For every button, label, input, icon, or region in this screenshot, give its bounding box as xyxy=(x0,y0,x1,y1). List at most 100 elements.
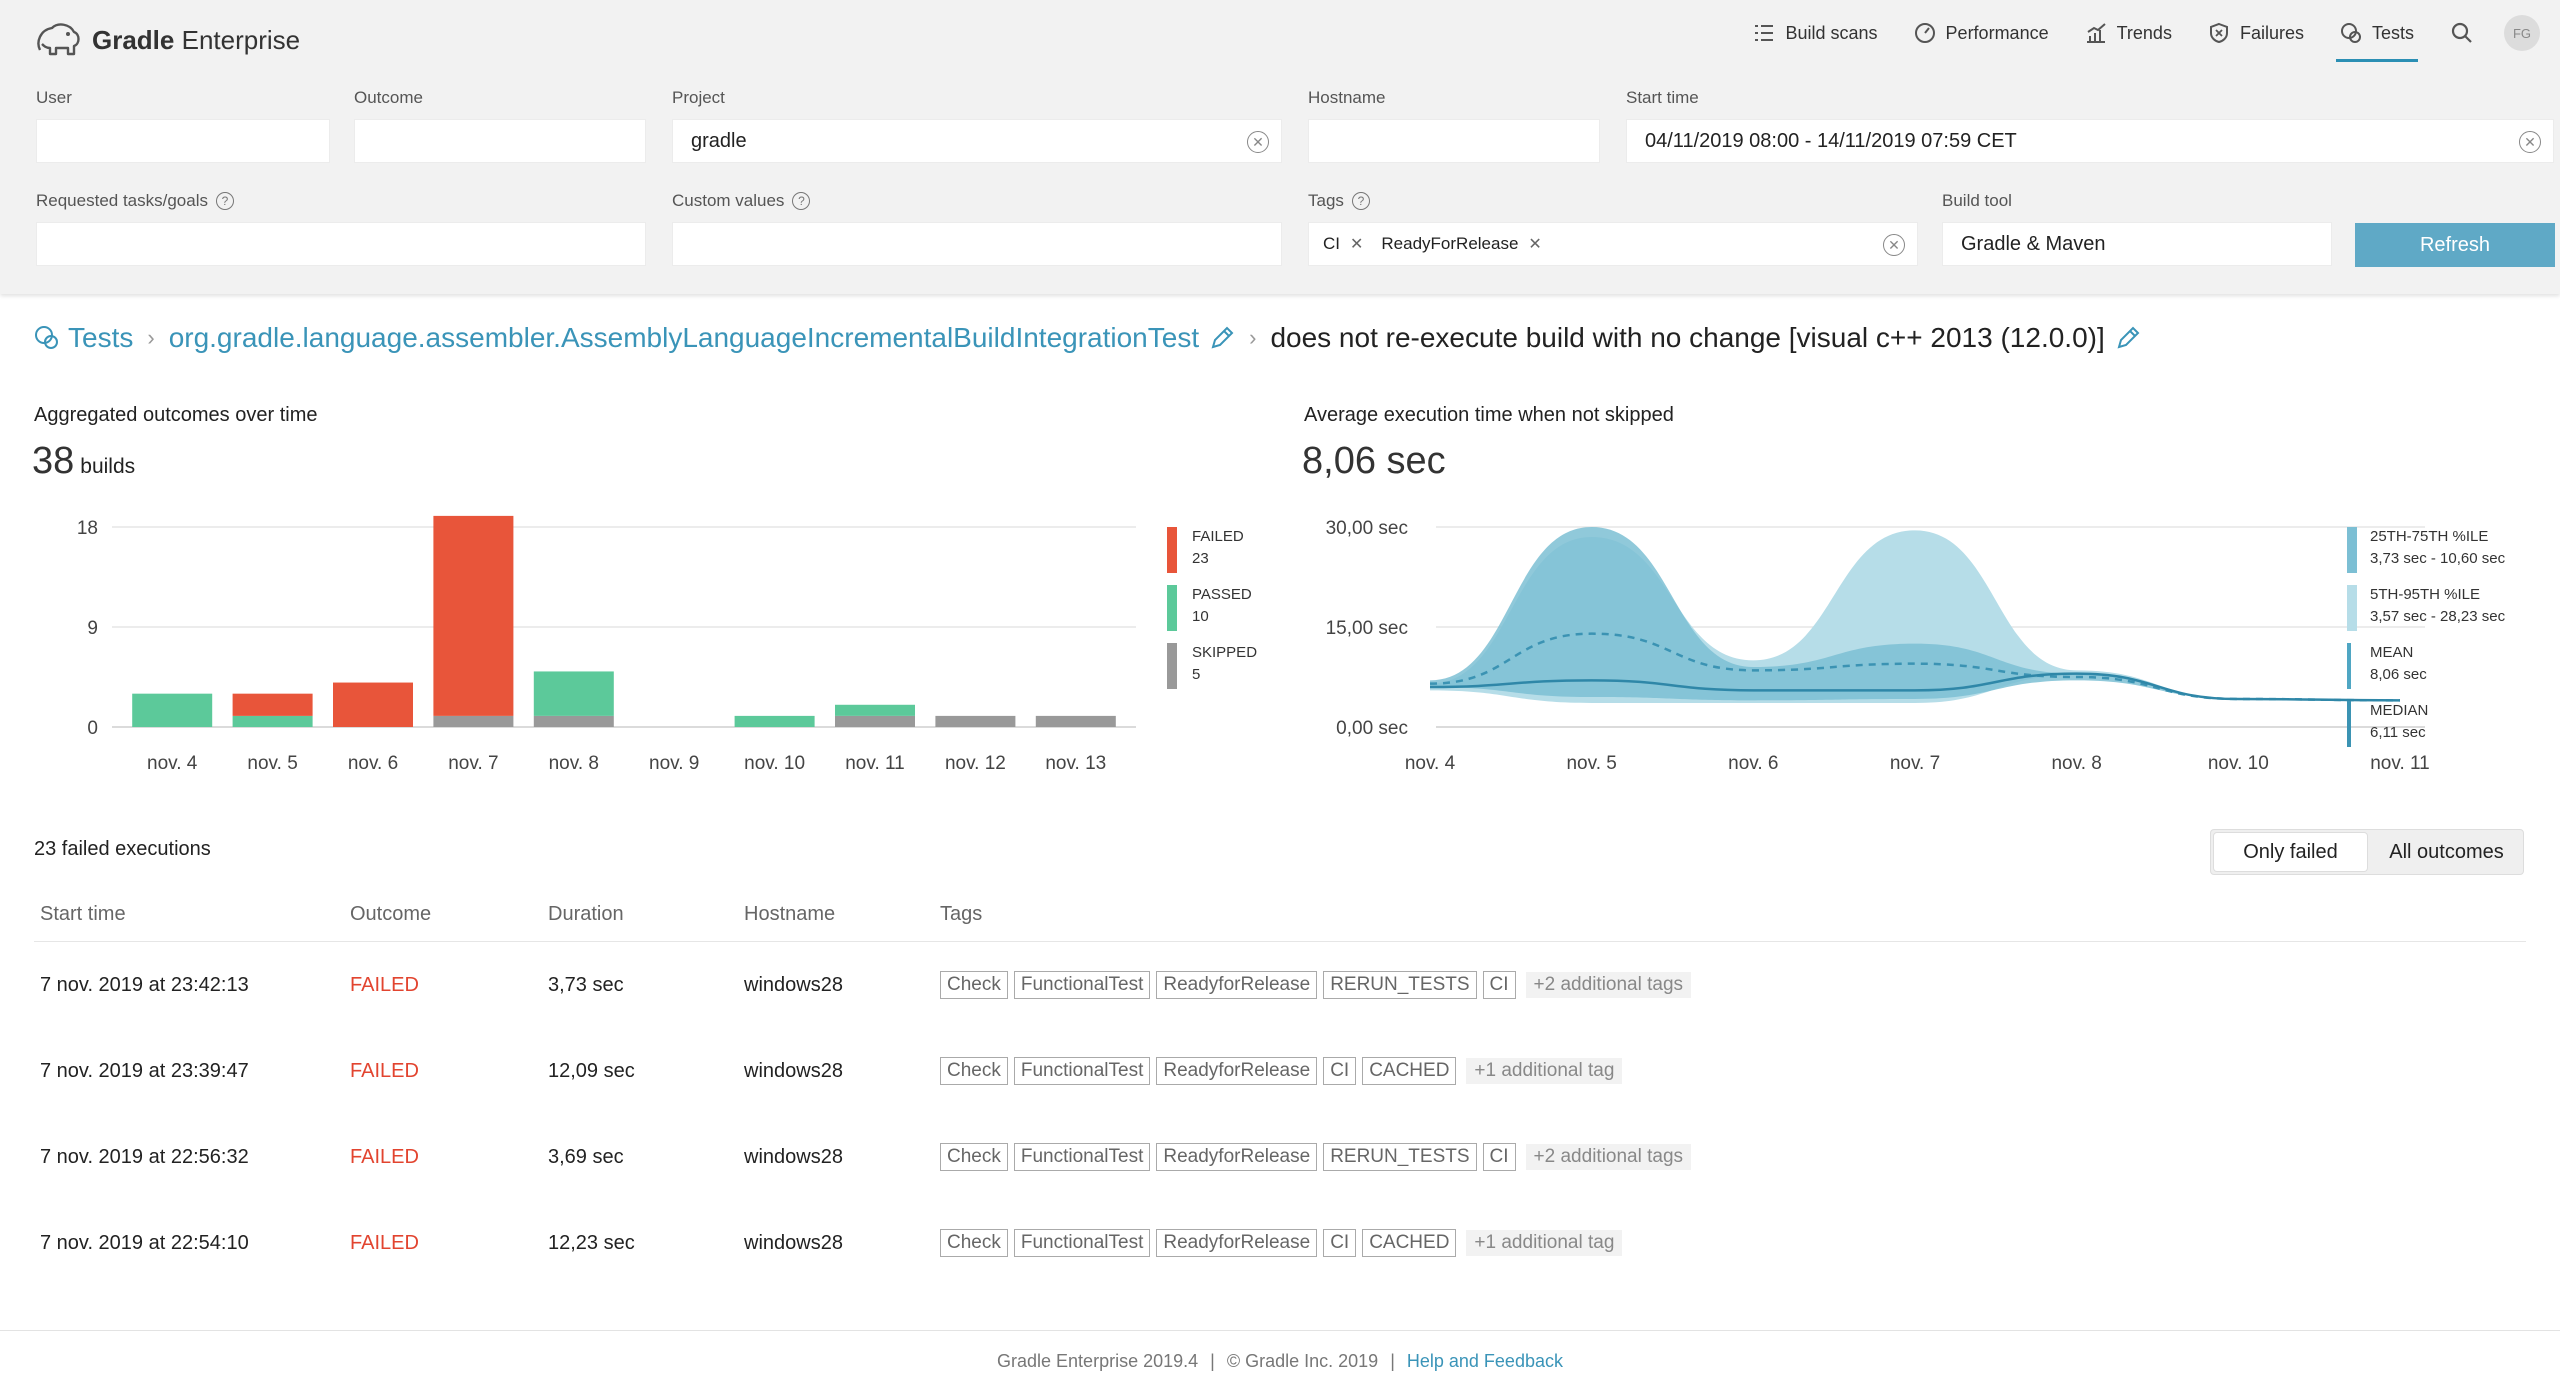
nav-performance[interactable]: Performance xyxy=(1896,0,2067,66)
nav-search[interactable] xyxy=(2432,0,2492,66)
tag-badge[interactable]: CI xyxy=(1482,1143,1516,1171)
breadcrumb-tests-link[interactable]: Tests xyxy=(68,322,134,353)
row-hostname: windows28 xyxy=(744,1145,843,1168)
tag-badge[interactable]: FunctionalTest xyxy=(1013,1057,1151,1085)
nav-tests[interactable]: Tests xyxy=(2322,0,2432,66)
legend-swatch xyxy=(2347,701,2351,747)
table-row[interactable]: 7 nov. 2019 at 22:54:10 FAILED 12,23 sec wi… xyxy=(34,1200,2526,1286)
row-outcome: FAILED xyxy=(350,1145,419,1168)
legend-swatch xyxy=(1167,643,1177,689)
tag-badge[interactable]: Check xyxy=(940,1229,1008,1257)
footer-copyright: © Gradle Inc. 2019 xyxy=(1226,1351,1379,1371)
project-value: gradle xyxy=(691,129,747,152)
tag-badge[interactable]: CI xyxy=(1323,1057,1357,1085)
column-hostname[interactable]: Hostname xyxy=(744,903,836,925)
requested-tasks-field[interactable] xyxy=(36,222,646,266)
bar-segment-skipped xyxy=(533,715,614,727)
user-field[interactable] xyxy=(36,119,330,163)
column-duration[interactable]: Duration xyxy=(548,903,624,925)
x-tick-label: nov. 7 xyxy=(448,753,498,774)
column-start-time[interactable]: Start time xyxy=(40,903,126,925)
only-failed-toggle[interactable]: Only failed xyxy=(2214,833,2367,871)
additional-tags-badge[interactable]: +1 additional tag xyxy=(1466,1058,1623,1084)
x-tick-label: nov. 12 xyxy=(945,753,1006,774)
tag-badge[interactable]: ReadyforRelease xyxy=(1156,971,1318,999)
legend-label: 25TH-75TH %ILE xyxy=(2370,528,2488,545)
outcomes-chart-title: Aggregated outcomes over time xyxy=(34,404,318,426)
project-field[interactable]: gradle ✕ xyxy=(672,119,1282,163)
filter-panel: Gradle Enterprise Build scans Performanc… xyxy=(0,0,2560,294)
requested-tasks-label-text: Requested tasks/goals xyxy=(36,191,208,210)
tags-clear-icon[interactable]: ✕ xyxy=(1883,234,1905,256)
median-line xyxy=(1429,672,2401,702)
additional-tags-badge[interactable]: +1 additional tag xyxy=(1466,1230,1623,1256)
tag-badge[interactable]: RERUN_TESTS xyxy=(1323,971,1477,999)
tag-badge[interactable]: ReadyforRelease xyxy=(1156,1057,1318,1085)
additional-tags-badge[interactable]: +2 additional tags xyxy=(1525,972,1692,998)
legend-label: FAILED xyxy=(1192,528,1244,545)
column-tags: Tags xyxy=(940,903,983,925)
duration-chart-title: Average execution time when not skipped xyxy=(1304,404,1674,426)
nav-build-scans[interactable]: Build scans xyxy=(1735,0,1895,66)
help-icon[interactable]: ? xyxy=(792,192,811,210)
bar-segment-failed xyxy=(433,515,514,716)
table-row[interactable]: 7 nov. 2019 at 23:42:13 FAILED 3,73 sec win… xyxy=(34,942,2526,1028)
outcome-field[interactable] xyxy=(354,119,646,163)
gauge-icon xyxy=(1914,23,1935,43)
tag-badge[interactable]: RERUN_TESTS xyxy=(1323,1143,1477,1171)
hostname-field[interactable] xyxy=(1308,119,1600,163)
all-outcomes-toggle[interactable]: All outcomes xyxy=(2389,840,2504,863)
nav-failures[interactable]: Failures xyxy=(2190,0,2322,66)
tag-badge[interactable]: ReadyforRelease xyxy=(1156,1229,1318,1257)
tag-badge[interactable]: CI xyxy=(1323,1229,1357,1257)
nav-failures-label: Failures xyxy=(2239,22,2304,43)
additional-tags-badge[interactable]: +2 additional tags xyxy=(1525,1144,1692,1170)
column-outcome[interactable]: Outcome xyxy=(350,903,432,925)
refresh-button[interactable]: Refresh xyxy=(2355,223,2555,267)
help-icon[interactable]: ? xyxy=(1351,192,1370,210)
edit-pencil-icon[interactable] xyxy=(2115,325,2141,351)
user-avatar[interactable]: FG xyxy=(2504,15,2540,51)
start-time-field[interactable]: 04/11/2019 08:00 - 14/11/2019 07:59 CET … xyxy=(1626,119,2554,163)
nav-trends[interactable]: Trends xyxy=(2067,0,2190,66)
x-tick-label: nov. 4 xyxy=(147,753,198,774)
tag-badge[interactable]: Check xyxy=(940,1057,1008,1085)
bar-segment-skipped xyxy=(835,715,915,727)
remove-tag-icon[interactable]: ✕ xyxy=(1350,236,1364,253)
row-hostname: windows28 xyxy=(744,1231,843,1254)
start-time-clear-icon[interactable]: ✕ xyxy=(2519,131,2541,153)
x-tick-label: nov. 11 xyxy=(2370,753,2430,774)
tag-badge[interactable]: FunctionalTest xyxy=(1013,971,1151,999)
x-tick-label: nov. 9 xyxy=(649,753,699,774)
tag-badge[interactable]: CACHED xyxy=(1362,1229,1457,1257)
build-tool-select[interactable]: Gradle & Maven xyxy=(1942,222,2332,266)
help-feedback-link[interactable]: Help and Feedback xyxy=(1406,1351,1563,1371)
remove-tag-icon[interactable]: ✕ xyxy=(1528,236,1542,253)
legend-value: 5 xyxy=(1192,666,1200,683)
start-time-value: 04/11/2019 08:00 - 14/11/2019 07:59 CET xyxy=(1645,129,2017,152)
footer-divider: | xyxy=(1390,1351,1395,1371)
x-tick-label: nov. 10 xyxy=(744,753,805,774)
nav-build-scans-label: Build scans xyxy=(1785,22,1878,43)
brand-logo[interactable]: Gradle Enterprise xyxy=(34,18,300,62)
tag-badge[interactable]: Check xyxy=(940,971,1008,999)
tag-badge[interactable]: FunctionalTest xyxy=(1013,1229,1151,1257)
project-clear-icon[interactable]: ✕ xyxy=(1247,131,1269,153)
breadcrumb-class-link[interactable]: org.gradle.language.assembler.AssemblyLa… xyxy=(168,322,1200,353)
tag-chip: ReadyForRelease ✕ xyxy=(1381,234,1541,254)
tag-badge[interactable]: FunctionalTest xyxy=(1013,1143,1151,1171)
tag-badge[interactable]: CI xyxy=(1482,971,1516,999)
custom-values-field[interactable] xyxy=(672,222,1282,266)
legend-label: MEDIAN xyxy=(2370,702,2428,719)
tags-label: Tags ? xyxy=(1308,191,1370,211)
table-row[interactable]: 7 nov. 2019 at 22:56:32 FAILED 3,69 sec win… xyxy=(34,1114,2526,1200)
tag-badge[interactable]: Check xyxy=(940,1143,1008,1171)
tags-field[interactable]: CI ✕ ReadyForRelease ✕ ✕ xyxy=(1308,222,1918,266)
edit-pencil-icon[interactable] xyxy=(1209,325,1235,351)
tag-badge[interactable]: ReadyforRelease xyxy=(1156,1143,1318,1171)
row-duration: 12,09 sec xyxy=(548,1059,635,1082)
tag-badge[interactable]: CACHED xyxy=(1362,1057,1457,1085)
help-icon[interactable]: ? xyxy=(216,192,234,210)
table-row[interactable]: 7 nov. 2019 at 23:39:47 FAILED 12,09 sec wi… xyxy=(34,1028,2526,1114)
breadcrumb-test-name: does not re-execute build with no change… xyxy=(1270,322,2105,353)
